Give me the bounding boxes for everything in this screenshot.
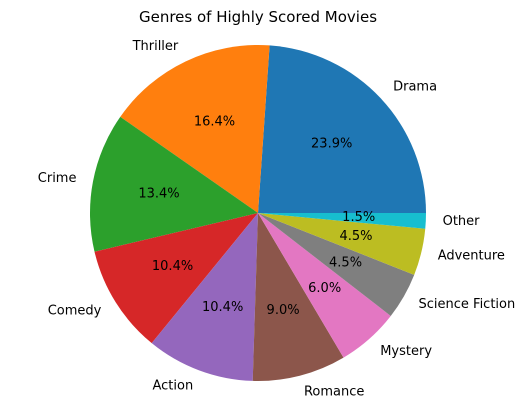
pie-slice-other — [258, 213, 427, 229]
percent-labels: 23.9% 16.4% 13.4% 10.4% 10.4% 9.0% 6.0% 4.5% 4.5… — [138, 115, 375, 319]
pie-slice-romance — [252, 213, 344, 381]
percent-label-crime: 13.4% — [138, 187, 179, 202]
pie-slice-adventure — [258, 213, 426, 275]
percent-label-drama: 23.9% — [311, 137, 352, 152]
pie-slices — [89, 45, 427, 381]
category-labels: Drama Thriller Crime Comedy Action Romance Mys… — [38, 39, 515, 400]
percent-label-mystery: 6.0% — [308, 281, 341, 296]
percent-label-romance: 9.0% — [267, 303, 300, 318]
category-label-thriller: Thriller — [132, 39, 179, 54]
percent-label-science-fiction: 4.5% — [329, 255, 362, 270]
pie-slice-mystery — [258, 213, 391, 358]
percent-label-adventure: 4.5% — [339, 229, 372, 244]
category-label-drama: Drama — [393, 79, 437, 94]
pie-slice-drama — [258, 45, 426, 214]
percent-label-action: 10.4% — [202, 300, 243, 315]
percent-label-other: 1.5% — [342, 210, 375, 225]
category-label-adventure: Adventure — [438, 249, 505, 264]
chart-title: Genres of Highly Scored Movies — [139, 8, 377, 26]
pie-slice-comedy — [94, 213, 259, 344]
category-label-science-fiction: Science Fiction — [419, 297, 516, 312]
category-label-other: Other — [443, 214, 481, 229]
category-label-action: Action — [153, 379, 194, 394]
category-label-comedy: Comedy — [48, 304, 102, 319]
pie-slice-thriller — [120, 45, 270, 213]
percent-label-thriller: 16.4% — [194, 115, 235, 130]
percent-label-comedy: 10.4% — [152, 259, 193, 274]
pie-slice-science-fiction — [258, 213, 415, 316]
category-label-romance: Romance — [304, 384, 364, 399]
category-label-mystery: Mystery — [380, 344, 432, 359]
pie-slice-action — [151, 213, 258, 381]
pie-slice-crime — [89, 116, 258, 252]
category-label-crime: Crime — [38, 171, 77, 186]
